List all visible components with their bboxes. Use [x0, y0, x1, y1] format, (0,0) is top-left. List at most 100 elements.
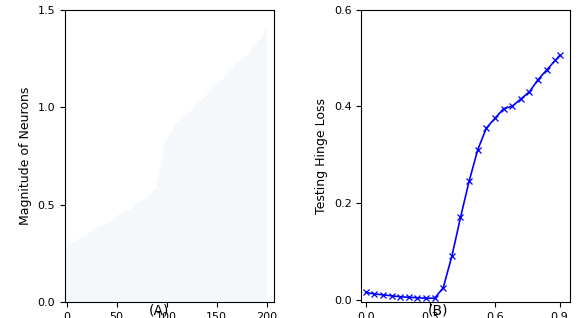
Bar: [108, 222, 109, 302]
Bar: [166, 138, 167, 302]
Bar: [235, 62, 236, 302]
Bar: [215, 84, 216, 302]
Bar: [241, 59, 242, 302]
Bar: [115, 217, 116, 302]
Text: (B): (B): [428, 304, 448, 318]
Bar: [67, 246, 68, 302]
Bar: [224, 76, 225, 302]
Bar: [263, 33, 264, 302]
Bar: [190, 110, 191, 302]
Bar: [126, 211, 127, 302]
Bar: [149, 194, 150, 302]
Bar: [116, 216, 117, 302]
Bar: [78, 239, 79, 302]
Bar: [204, 97, 205, 302]
Bar: [177, 122, 178, 302]
Bar: [103, 225, 104, 302]
Bar: [236, 62, 237, 302]
Bar: [140, 201, 141, 302]
Bar: [202, 99, 203, 302]
Bar: [187, 113, 188, 302]
Bar: [251, 50, 252, 302]
Bar: [195, 105, 196, 302]
Bar: [68, 244, 69, 302]
Bar: [158, 177, 159, 302]
Bar: [104, 225, 105, 302]
Bar: [253, 46, 254, 302]
Bar: [147, 197, 148, 302]
Bar: [229, 70, 230, 302]
Bar: [216, 84, 217, 302]
Bar: [196, 105, 197, 302]
Bar: [165, 139, 166, 302]
Bar: [218, 83, 219, 302]
Bar: [75, 240, 76, 302]
Bar: [124, 211, 125, 302]
Bar: [130, 210, 131, 302]
Bar: [183, 117, 184, 302]
Bar: [217, 83, 218, 302]
Bar: [167, 137, 168, 302]
Bar: [139, 202, 140, 302]
Bar: [249, 52, 250, 302]
Bar: [212, 86, 213, 302]
Bar: [252, 47, 253, 302]
Bar: [136, 204, 137, 302]
Bar: [254, 46, 255, 302]
Bar: [220, 80, 221, 302]
Bar: [110, 221, 111, 302]
Bar: [114, 217, 115, 302]
Bar: [117, 215, 118, 302]
Bar: [87, 235, 88, 302]
Bar: [69, 243, 70, 302]
Bar: [79, 238, 80, 302]
Bar: [244, 56, 245, 302]
Bar: [109, 221, 110, 302]
Bar: [226, 74, 227, 302]
Bar: [144, 199, 145, 302]
Bar: [148, 195, 149, 302]
Bar: [135, 204, 136, 302]
Bar: [223, 78, 224, 302]
Bar: [213, 86, 214, 302]
Bar: [164, 144, 165, 302]
Bar: [184, 116, 185, 302]
Bar: [246, 56, 247, 302]
Bar: [208, 92, 209, 302]
Bar: [142, 200, 143, 302]
Bar: [233, 66, 234, 302]
Bar: [77, 239, 78, 302]
Bar: [173, 126, 174, 302]
Bar: [186, 114, 187, 302]
Bar: [90, 232, 91, 302]
Bar: [205, 97, 206, 302]
Bar: [81, 237, 82, 302]
Bar: [227, 73, 228, 302]
Bar: [230, 70, 231, 302]
Bar: [248, 54, 249, 302]
Bar: [162, 156, 163, 302]
Bar: [240, 59, 241, 302]
Bar: [259, 39, 260, 302]
Bar: [106, 224, 107, 302]
Bar: [198, 102, 199, 302]
Bar: [179, 120, 180, 302]
Bar: [200, 101, 201, 302]
Bar: [99, 225, 100, 302]
Bar: [102, 225, 103, 302]
Bar: [112, 220, 113, 302]
Bar: [169, 131, 170, 302]
Bar: [206, 95, 207, 302]
Bar: [86, 235, 87, 302]
Bar: [105, 225, 106, 302]
Bar: [128, 210, 129, 302]
Bar: [152, 190, 153, 302]
Bar: [255, 45, 256, 302]
Bar: [256, 43, 257, 302]
Bar: [92, 231, 93, 302]
Bar: [243, 56, 244, 302]
Bar: [107, 222, 108, 302]
Bar: [174, 125, 175, 302]
Bar: [238, 61, 239, 302]
Bar: [125, 211, 126, 302]
